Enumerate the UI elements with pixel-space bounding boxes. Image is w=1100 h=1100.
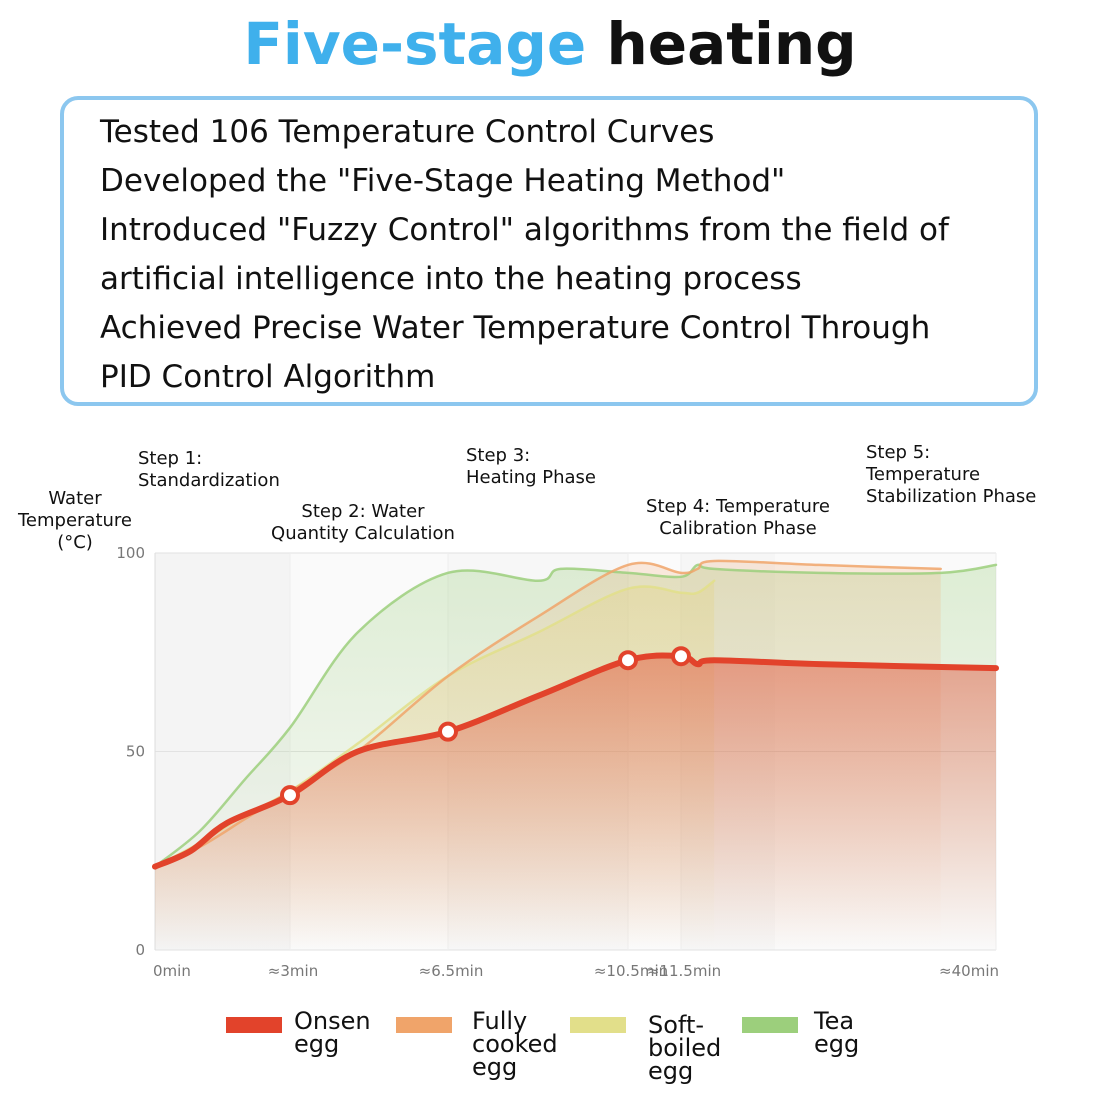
info-line-5: Achieved Precise Water Temperature Contr…	[100, 310, 931, 346]
legend-label-onsen: Onsen egg	[294, 1007, 371, 1058]
data-point-marker	[671, 646, 691, 667]
x-tick-label: ≈10.5min	[594, 962, 668, 980]
x-tick-label: ≈40min	[939, 962, 999, 980]
y-tick-label: 100	[116, 544, 145, 562]
info-box: Tested 106 Temperature Control Curves De…	[60, 96, 1038, 406]
legend-swatch-onsen	[226, 1017, 282, 1033]
info-line-3: Introduced "Fuzzy Control" algorithms fr…	[100, 212, 949, 248]
series-line	[153, 563, 998, 868]
legend-label-fully-cooked: Fully cooked egg	[472, 1007, 558, 1081]
step-4-label: Step 4: Temperature Calibration Phase	[646, 496, 830, 539]
y-axis-label: Water Temperature (°C)	[17, 488, 133, 553]
data-point-marker	[280, 785, 300, 806]
legend-swatch-fully-cooked	[396, 1017, 452, 1033]
x-tick-label: ≈3min	[268, 962, 318, 980]
data-point-marker	[438, 721, 458, 742]
legend-label-soft-boiled: Soft- boiled egg	[648, 1011, 722, 1085]
step-3-label: Step 3: Heating Phase	[466, 445, 596, 488]
legend-swatch-tea-egg	[742, 1017, 798, 1033]
info-line-6: PID Control Algorithm	[100, 359, 436, 395]
series-line	[152, 652, 999, 870]
x-tick-label: ≈6.5min	[419, 962, 484, 980]
title-rest: heating	[606, 10, 857, 78]
info-line-4: artificial intelligence into the heating…	[100, 261, 802, 297]
legend-swatch-soft-boiled	[570, 1017, 626, 1033]
info-line-1: Tested 106 Temperature Control Curves	[100, 114, 715, 150]
legend-label-tea-egg: Tea egg	[814, 1007, 860, 1058]
x-tick-label: ≈11.5min	[647, 962, 721, 980]
step-2-label: Step 2: Water Quantity Calculation	[271, 501, 455, 544]
title-highlight: Five-stage	[243, 10, 587, 78]
chart-legend: Onsen egg Fully cooked egg Soft- boiled …	[0, 1007, 1100, 1100]
page-title: Five-stage heating	[0, 8, 1100, 80]
info-line-2: Developed the "Five-Stage Heating Method…	[100, 163, 786, 199]
data-point-marker	[618, 650, 638, 671]
x-tick-label: 0min	[153, 962, 191, 980]
step-1-label: Step 1: Standardization	[138, 448, 280, 491]
y-tick-label: 0	[135, 941, 145, 959]
series-area	[155, 655, 996, 950]
step-5-label: Step 5: Temperature Stabilization Phase	[866, 442, 1037, 507]
y-tick-label: 50	[126, 743, 145, 761]
